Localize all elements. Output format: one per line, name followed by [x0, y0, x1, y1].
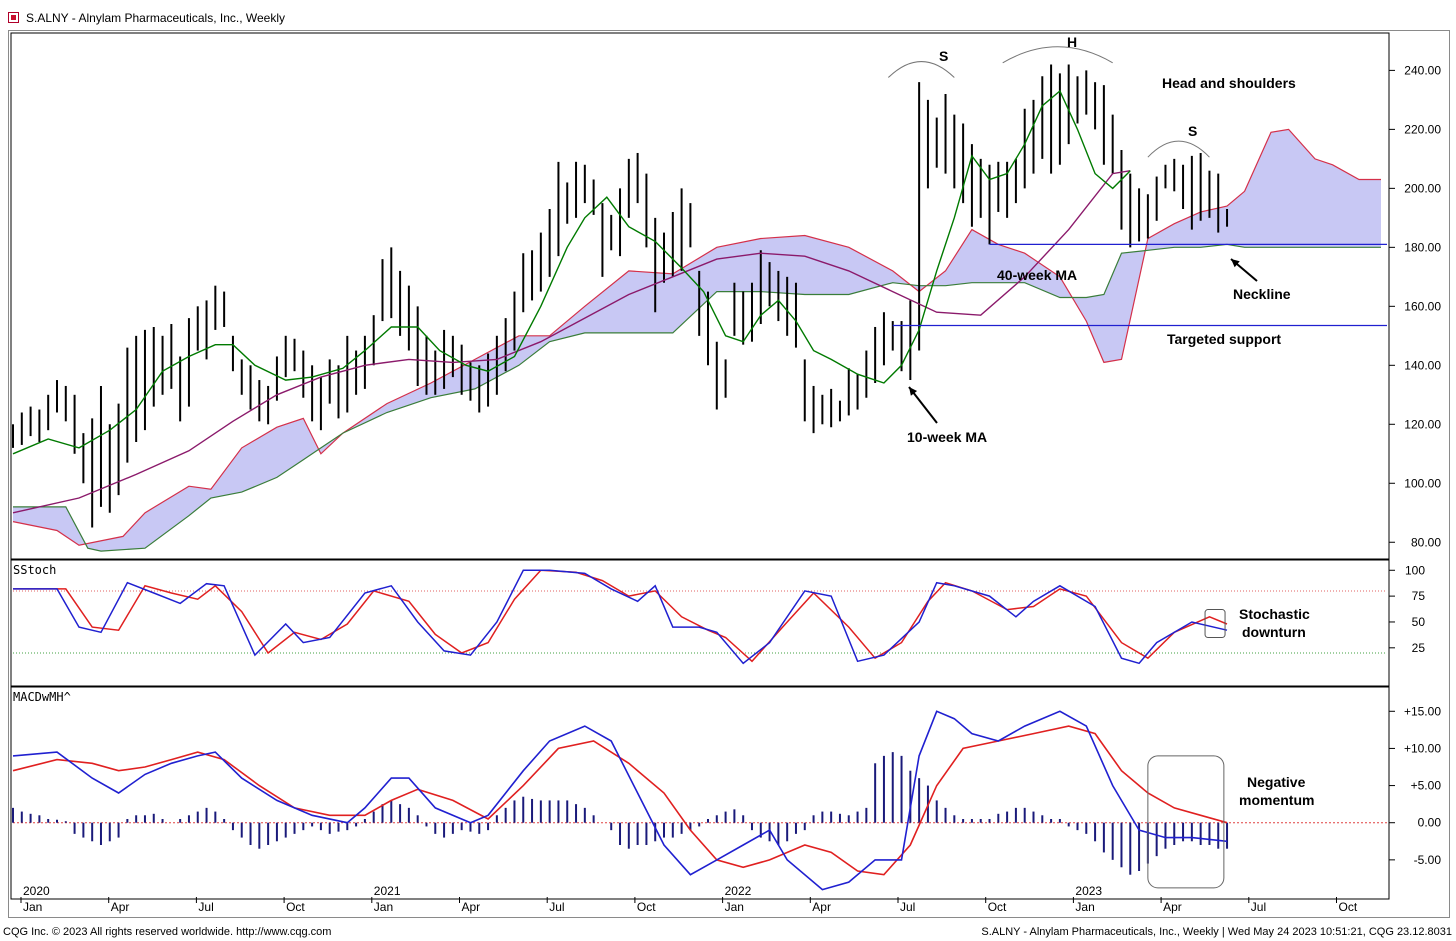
annotation-label: Targeted support	[1167, 331, 1281, 347]
macd-ytick-label: -5.00	[1414, 853, 1442, 867]
stoch-ytick-label: 100	[1405, 563, 1425, 577]
x-month-label: Jul	[1251, 900, 1266, 914]
price-ytick-label: 240.00	[1404, 63, 1441, 77]
x-month-label: Oct	[1339, 900, 1358, 914]
macd-annotation-line1: Negative	[1247, 774, 1306, 790]
price-ytick-label: 80.00	[1411, 535, 1441, 549]
x-month-label: Jul	[900, 900, 915, 914]
annotation-label: 10-week MA	[907, 429, 987, 445]
app-icon	[8, 12, 19, 23]
axis-layer: 80.00 100.00 120.00 140.00 160.00 180.00 200.0…	[20, 63, 1442, 914]
stoch-layer: SStoch	[13, 563, 1387, 665]
ma-10-line	[12, 89, 1131, 455]
stoch-ytick-label: 75	[1412, 589, 1426, 603]
cloud-lower-line	[13, 243, 1381, 552]
annotation-label: S	[939, 48, 948, 64]
macd-ytick-label: +5.00	[1411, 779, 1442, 793]
ichimoku-cloud	[13, 129, 1381, 552]
price-ytick-label: 200.00	[1404, 181, 1441, 195]
x-year-label: 2020	[23, 884, 50, 898]
price-ytick-label: 160.00	[1404, 299, 1441, 313]
window-title: S.ALNY - Alnylam Pharmaceuticals, Inc., …	[26, 11, 285, 25]
x-month-label: Apr	[462, 900, 481, 914]
stoch-d-line	[13, 569, 1228, 663]
macd-highlight-box	[1147, 755, 1225, 889]
annotation-label: Head and shoulders	[1162, 75, 1296, 91]
x-month-label: Jul	[198, 900, 213, 914]
stoch-panel	[10, 559, 1390, 687]
annotation-label: H	[1067, 34, 1077, 50]
ma-40-line	[12, 170, 1131, 514]
price-ytick-label: 220.00	[1404, 122, 1441, 136]
x-year-label: 2022	[725, 884, 752, 898]
macd-signal-line	[12, 725, 1228, 876]
footer-status: S.ALNY - Alnylam Pharmaceuticals, Inc., …	[981, 926, 1452, 938]
macd-ytick-label: 0.00	[1418, 816, 1442, 830]
macd-ytick-label: +15.00	[1404, 704, 1441, 718]
x-month-label: Jan	[23, 900, 42, 914]
macd-macd-line	[12, 710, 1228, 891]
pattern-arc	[887, 61, 955, 78]
footer-copyright: CQG Inc. © 2023 All rights reserved worl…	[3, 926, 332, 938]
annotation-label: S	[1188, 123, 1197, 139]
macd-layer: MACDwMH^	[12, 690, 1387, 891]
stoch-highlight-box	[1204, 609, 1226, 639]
x-month-label: Oct	[637, 900, 656, 914]
stoch-ytick-label: 50	[1412, 615, 1426, 629]
x-month-label: Jan	[725, 900, 744, 914]
annotation-label: Neckline	[1233, 286, 1291, 302]
x-month-label: Apr	[1163, 900, 1182, 914]
price-ytick-label: 140.00	[1404, 358, 1441, 372]
price-ytick-label: 180.00	[1404, 240, 1441, 254]
stoch-annotation-line2: downturn	[1242, 624, 1306, 640]
price-ytick-label: 100.00	[1404, 476, 1441, 490]
neckline-arrow-head	[1231, 259, 1240, 268]
stoch-title: SStoch	[13, 563, 56, 577]
stoch-annotation-line1: Stochastic	[1239, 606, 1310, 622]
x-month-label: Jul	[549, 900, 564, 914]
annotation-layer: S H S Head and shoulders 40-week MA Neckline T…	[907, 34, 1314, 808]
stoch-k-line	[13, 569, 1228, 665]
annotation-label: 40-week MA	[997, 267, 1077, 283]
x-month-label: Oct	[286, 900, 305, 914]
macd-panel	[10, 686, 1390, 900]
macd-annotation-line2: momentum	[1239, 792, 1314, 808]
macd-title: MACDwMH^	[13, 690, 71, 704]
x-month-label: Jan	[1075, 900, 1094, 914]
chart-canvas[interactable]: SStoch MACDwMH^ 80.00 100.00 120.00 140.00 1…	[9, 31, 1449, 917]
pattern-arc	[1002, 46, 1113, 64]
price-ytick-label: 120.00	[1404, 417, 1441, 431]
price-layer	[12, 46, 1387, 552]
x-year-label: 2023	[1075, 884, 1102, 898]
x-month-label: Apr	[812, 900, 831, 914]
stoch-ytick-label: 25	[1412, 641, 1426, 655]
chart-frame: SStoch MACDwMH^ 80.00 100.00 120.00 140.00 1…	[8, 30, 1450, 918]
x-month-label: Apr	[111, 900, 130, 914]
title-bar: S.ALNY - Alnylam Pharmaceuticals, Inc., …	[0, 0, 1456, 30]
ma10-arrow-head	[909, 387, 918, 396]
pattern-arc	[1147, 140, 1210, 158]
x-year-label: 2021	[374, 884, 401, 898]
x-month-label: Oct	[988, 900, 1007, 914]
macd-ytick-label: +10.00	[1404, 741, 1441, 755]
x-month-label: Jan	[374, 900, 393, 914]
